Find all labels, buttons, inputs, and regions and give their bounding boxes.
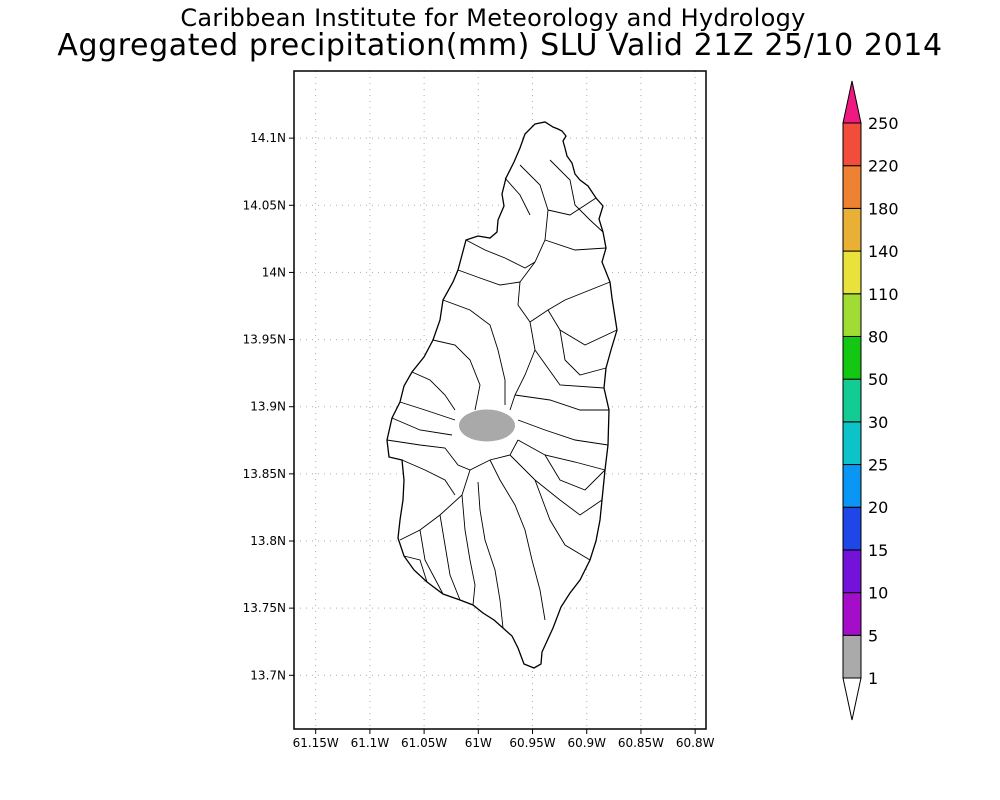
- watershed-line: [534, 479, 591, 561]
- watershed-line: [442, 299, 506, 405]
- colorbar-segment: [842, 677, 862, 721]
- watershed-line: [504, 177, 531, 216]
- colorbar-label: 20: [868, 498, 888, 517]
- longitude-ticks: 61.15W 61.1W 61.05W 61W 60.95W 60.9W 60.85W 60.…: [293, 729, 715, 750]
- island-land: [386, 121, 618, 669]
- colorbar-segment: [842, 207, 862, 252]
- colorbar-label: 30: [868, 413, 888, 432]
- latitude-ticks: 14.1N 14.05N 14N 13.95N 13.9N 13.85N 13.8N 13.7…: [243, 131, 294, 682]
- watershed-line: [399, 401, 456, 421]
- watershed-line: [509, 454, 603, 516]
- map-frame: [293, 70, 707, 730]
- rainfall-area-1-5mm: [458, 409, 515, 442]
- watershed-line: [517, 439, 606, 471]
- watershed-line: [477, 481, 504, 629]
- watershed-line: [439, 514, 461, 601]
- watershed-line: [386, 439, 519, 471]
- island-outline: [386, 121, 618, 669]
- watershed-line: [391, 417, 453, 436]
- watershed-line: [544, 454, 606, 491]
- watershed-line: [517, 164, 611, 323]
- watershed-line: [549, 159, 604, 233]
- colorbar-label: 25: [868, 456, 888, 475]
- y-tick-label: 14.05N: [243, 198, 286, 212]
- colorbar-segment: [842, 250, 862, 295]
- watershed-boundaries: [386, 159, 618, 629]
- map-title-institute: Caribbean Institute for Meteorology and …: [180, 4, 806, 32]
- y-tick-label: 14N: [262, 265, 286, 279]
- watershed-line: [559, 329, 607, 376]
- y-tick-label: 13.85N: [243, 467, 286, 481]
- watershed-line: [403, 555, 428, 583]
- watershed-line: [547, 197, 597, 216]
- y-tick-label: 13.8N: [250, 534, 286, 548]
- x-tick-label: 61W: [465, 736, 492, 750]
- watershed-line: [401, 459, 456, 496]
- colorbar-label: 140: [868, 242, 899, 261]
- colorbar-label: 50: [868, 370, 888, 389]
- colorbar-segment: [842, 506, 862, 551]
- colorbar-segment: [842, 165, 862, 209]
- colorbar-segment: [842, 634, 862, 679]
- y-tick-label: 13.9N: [250, 400, 286, 414]
- colorbar-label: 180: [868, 199, 899, 218]
- colorbar-segment: [842, 421, 862, 466]
- x-tick-label: 61.05W: [401, 736, 447, 750]
- x-tick-label: 61.1W: [351, 736, 390, 750]
- y-tick-label: 13.75N: [243, 601, 286, 615]
- colorbar-label: 110: [868, 285, 899, 304]
- colorbar-label: 1: [868, 669, 878, 688]
- watershed-line: [461, 494, 476, 606]
- colorbar-segment: [842, 592, 862, 636]
- watershed-line: [465, 239, 536, 269]
- watershed-line: [547, 309, 618, 346]
- watershed-line: [419, 529, 444, 595]
- x-tick-label: 60.85W: [618, 736, 664, 750]
- colorbar-label: 250: [868, 114, 899, 133]
- x-tick-label: 60.9W: [567, 736, 606, 750]
- x-tick-label: 60.95W: [509, 736, 555, 750]
- watershed-line: [432, 339, 481, 411]
- watershed-line: [411, 371, 456, 411]
- colorbar-segment: [842, 122, 862, 167]
- x-tick-label: 61.15W: [293, 736, 339, 750]
- colorbar-segment: [842, 335, 862, 380]
- colorbar-label: 15: [868, 541, 888, 560]
- colorbar-segment: [842, 378, 862, 423]
- colorbar-label: 10: [868, 584, 888, 603]
- colorbar-segment: [842, 549, 862, 594]
- watershed-line: [544, 239, 607, 251]
- watershed-line: [457, 269, 521, 286]
- colorbar-label: 80: [868, 327, 888, 346]
- watershed-line: [517, 419, 609, 446]
- colorbar-label: 5: [868, 626, 878, 645]
- colorbar-segment: [842, 293, 862, 337]
- y-tick-label: 14.1N: [250, 131, 286, 145]
- y-tick-label: 13.95N: [243, 333, 286, 347]
- watershed-line: [509, 321, 536, 411]
- colorbar-label: 220: [868, 157, 899, 176]
- watershed-line: [489, 459, 546, 621]
- x-tick-label: 60.8W: [676, 736, 715, 750]
- map-title-product: Aggregated precipitation(mm) SLU Valid 2…: [57, 28, 943, 63]
- watershed-line: [534, 349, 605, 389]
- y-tick-label: 13.7N: [250, 668, 286, 682]
- watershed-line: [514, 394, 609, 411]
- colorbar-segment: [842, 80, 862, 124]
- colorbar-segment: [842, 464, 862, 508]
